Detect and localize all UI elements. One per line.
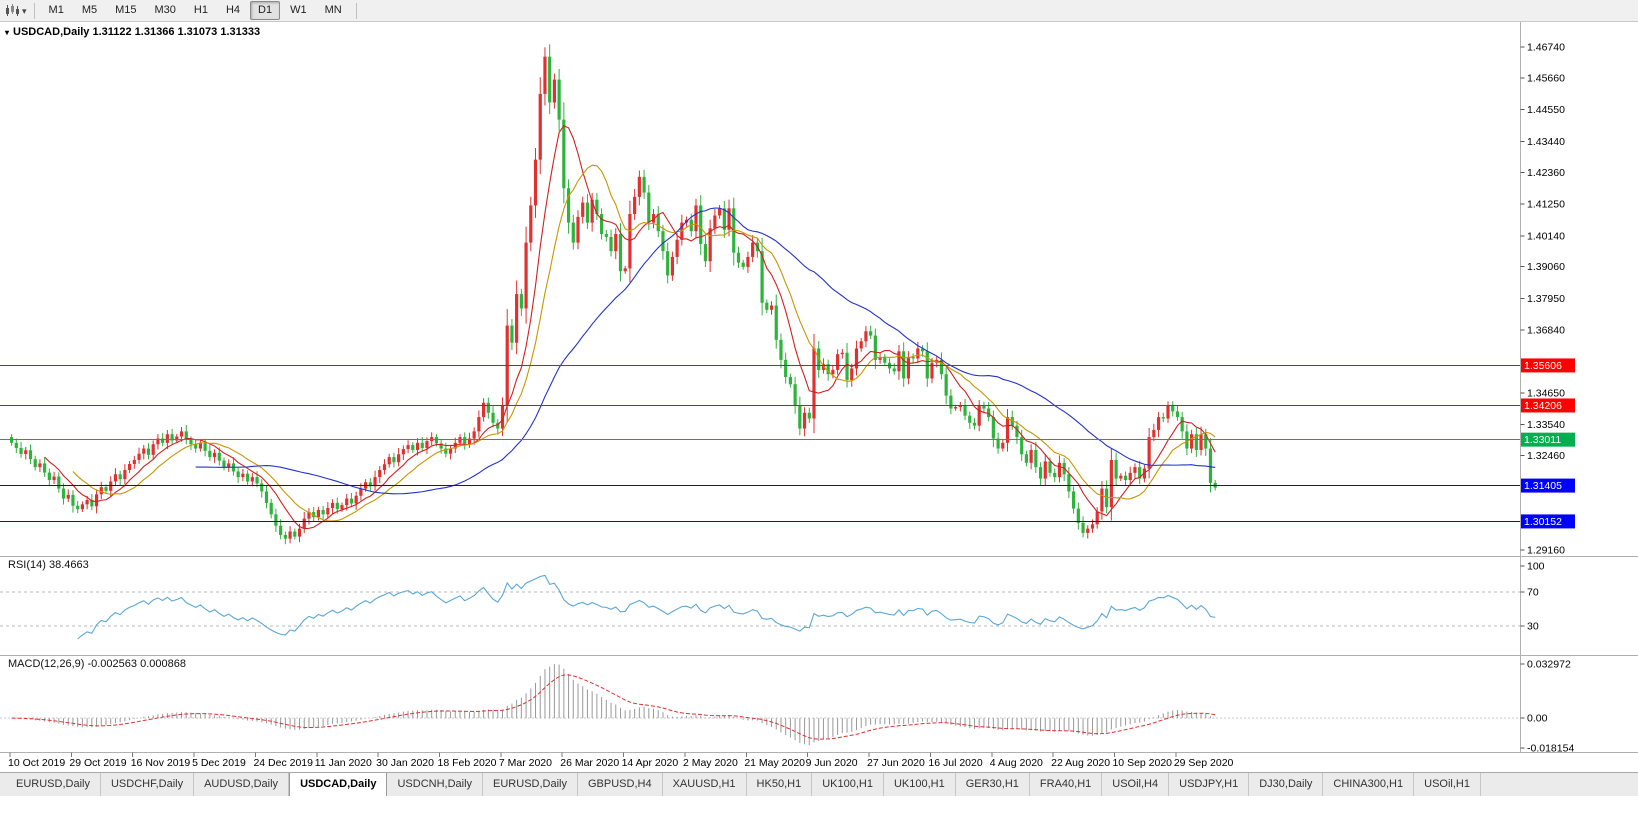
timeframe-buttons-group: M1 M5 M15 M30 H1 H4 D1 W1 MN	[40, 1, 351, 20]
moving-average-40-line	[195, 207, 1216, 495]
level-price-label	[1521, 358, 1575, 373]
svg-text:1.40140: 1.40140	[1527, 230, 1565, 242]
chart-tab-uk100-h1[interactable]: UK100,H1	[812, 773, 884, 796]
chart-tab-fra40-h1[interactable]: FRA40,H1	[1030, 773, 1103, 796]
svg-text:1.36840: 1.36840	[1527, 325, 1565, 337]
svg-text:9 Jun 2020: 9 Jun 2020	[806, 757, 858, 769]
rsi-line	[77, 574, 1216, 640]
level-price-label	[1521, 514, 1575, 529]
timeframe-button-m5[interactable]: M5	[81, 4, 98, 16]
svg-text:14 Apr 2020: 14 Apr 2020	[622, 757, 679, 769]
chart-type-dropdown-icon[interactable]: ▾	[22, 5, 27, 16]
svg-text:10 Oct 2019: 10 Oct 2019	[8, 757, 65, 769]
svg-text:1.30152: 1.30152	[1524, 516, 1562, 528]
chart-tab-usoil-h1[interactable]: USOil,H1	[1414, 773, 1481, 796]
svg-text:16 Jul 2020: 16 Jul 2020	[928, 757, 982, 769]
chart-tabs-bar: EURUSD,Daily USDCHF,Daily AUDUSD,Daily USDC…	[0, 772, 1638, 796]
level-price-label	[1521, 432, 1575, 447]
chart-tab-usdcad-daily[interactable]: USDCAD,Daily	[289, 773, 388, 796]
svg-text:1.33011: 1.33011	[1524, 434, 1561, 446]
svg-text:1.34206: 1.34206	[1524, 400, 1562, 412]
svg-text:29 Oct 2019: 29 Oct 2019	[69, 757, 126, 769]
macd-indicator-label: MACD(12,26,9) -0.002563 0.000868	[8, 658, 186, 670]
svg-text:2 May 2020: 2 May 2020	[683, 757, 738, 769]
svg-text:26 Mar 2020: 26 Mar 2020	[560, 757, 619, 769]
svg-text:1.42360: 1.42360	[1527, 167, 1565, 179]
svg-text:1.46740: 1.46740	[1527, 42, 1565, 54]
svg-text:22 Aug 2020: 22 Aug 2020	[1051, 757, 1110, 769]
ohlc-info-line: ▾ USDCAD,Daily 1.31122 1.31366 1.31073 1…	[5, 26, 260, 38]
timeframe-toolbar: ▾ M1 M5 M15 M30 H1 H4 D1 W1 MN	[0, 0, 1638, 22]
chart-tab-gbpusd-h4[interactable]: GBPUSD,H4	[578, 773, 663, 796]
svg-text:1.33540: 1.33540	[1527, 419, 1565, 431]
candles	[10, 44, 1217, 545]
price-chart[interactable]: 1.35606 1.34206 1.33011 1.31405 1.30152 1.467…	[0, 22, 1638, 772]
chart-tab-eurusd-daily[interactable]: EURUSD,Daily	[6, 773, 101, 796]
timeframe-button-m1[interactable]: M1	[48, 4, 64, 16]
svg-text:0.00: 0.00	[1527, 713, 1548, 725]
svg-text:1.41250: 1.41250	[1527, 199, 1565, 211]
chart-tab-usoil-h4[interactable]: USOil,H4	[1102, 773, 1170, 796]
svg-text:24 Dec 2019: 24 Dec 2019	[253, 757, 313, 769]
svg-text:1.39060: 1.39060	[1527, 261, 1565, 273]
macd-signal-line	[11, 674, 1216, 740]
svg-text:21 May 2020: 21 May 2020	[744, 757, 805, 769]
svg-text:1.35606: 1.35606	[1524, 360, 1562, 372]
svg-text:1.32460: 1.32460	[1527, 450, 1565, 462]
svg-text:1.31405: 1.31405	[1524, 480, 1562, 492]
chart-tab-ger30-h1[interactable]: GER30,H1	[956, 773, 1030, 796]
chart-context-icon[interactable]: ▾	[5, 27, 10, 37]
timeframe-button-d1[interactable]: D1	[250, 1, 281, 20]
svg-text:1.45660: 1.45660	[1527, 72, 1565, 84]
chart-tab-audusd-daily[interactable]: AUDUSD,Daily	[194, 773, 290, 796]
svg-text:30: 30	[1527, 621, 1539, 633]
svg-text:11 Jan 2020: 11 Jan 2020	[315, 757, 372, 769]
rsi-indicator-label: RSI(14) 38.4663	[8, 559, 89, 571]
level-price-label	[1521, 398, 1575, 413]
svg-text:5 Dec 2019: 5 Dec 2019	[192, 757, 246, 769]
svg-text:27 Jun 2020: 27 Jun 2020	[867, 757, 925, 769]
svg-text:16 Nov 2019: 16 Nov 2019	[131, 757, 191, 769]
svg-text:100: 100	[1527, 561, 1545, 573]
svg-text:4 Aug 2020: 4 Aug 2020	[990, 757, 1043, 769]
svg-text:-0.018154: -0.018154	[1527, 743, 1574, 755]
timeframe-button-m30[interactable]: M30	[154, 4, 176, 16]
svg-text:7 Mar 2020: 7 Mar 2020	[499, 757, 552, 769]
timeframe-button-m15[interactable]: M15	[115, 4, 137, 16]
chart-tab-hk50-h1[interactable]: HK50,H1	[747, 773, 813, 796]
chart-tab-uk100-h1[interactable]: UK100,H1	[884, 773, 956, 796]
macd-histogram	[15, 664, 1216, 746]
svg-text:10 Sep 2020: 10 Sep 2020	[1112, 757, 1172, 769]
moving-average-14-line	[72, 164, 1216, 522]
toolbar-separator	[355, 2, 357, 19]
chart-tab-eurusd-daily[interactable]: EURUSD,Daily	[483, 773, 578, 796]
svg-text:1.29160: 1.29160	[1527, 544, 1565, 556]
chart-tab-usdjpy-h1[interactable]: USDJPY,H1	[1169, 773, 1250, 796]
moving-average-8-line	[44, 125, 1216, 530]
svg-text:1.44550: 1.44550	[1527, 104, 1565, 116]
svg-text:29 Sep 2020: 29 Sep 2020	[1174, 757, 1234, 769]
chart-tab-xauusd-h1[interactable]: XAUUSD,H1	[663, 773, 747, 796]
svg-text:30 Jan 2020: 30 Jan 2020	[376, 757, 434, 769]
svg-text:1.34650: 1.34650	[1527, 387, 1565, 399]
timeframe-button-mn[interactable]: MN	[324, 4, 342, 16]
toolbar-separator	[33, 2, 35, 19]
svg-text:1.43440: 1.43440	[1527, 136, 1565, 148]
timeframe-button-h1[interactable]: H1	[193, 4, 208, 16]
svg-text:1.37950: 1.37950	[1527, 293, 1565, 305]
chart-tab-china300-h1[interactable]: CHINA300,H1	[1323, 773, 1415, 796]
chart-tab-usdcnh-daily[interactable]: USDCNH,Daily	[387, 773, 484, 796]
svg-text:18 Feb 2020: 18 Feb 2020	[438, 757, 497, 769]
chart-type-icon[interactable]	[4, 4, 20, 18]
svg-text:0.032972: 0.032972	[1527, 659, 1571, 671]
timeframe-button-w1[interactable]: W1	[290, 4, 307, 16]
timeframe-button-h4[interactable]: H4	[225, 4, 241, 16]
chart-tab-usdchf-daily[interactable]: USDCHF,Daily	[101, 773, 195, 796]
level-price-label	[1521, 478, 1575, 493]
svg-text:70: 70	[1527, 586, 1539, 598]
chart-tab-dj30-daily[interactable]: DJ30,Daily	[1249, 773, 1324, 796]
ohlc-info-text: USDCAD,Daily 1.31122 1.31366 1.31073 1.3…	[13, 26, 261, 38]
